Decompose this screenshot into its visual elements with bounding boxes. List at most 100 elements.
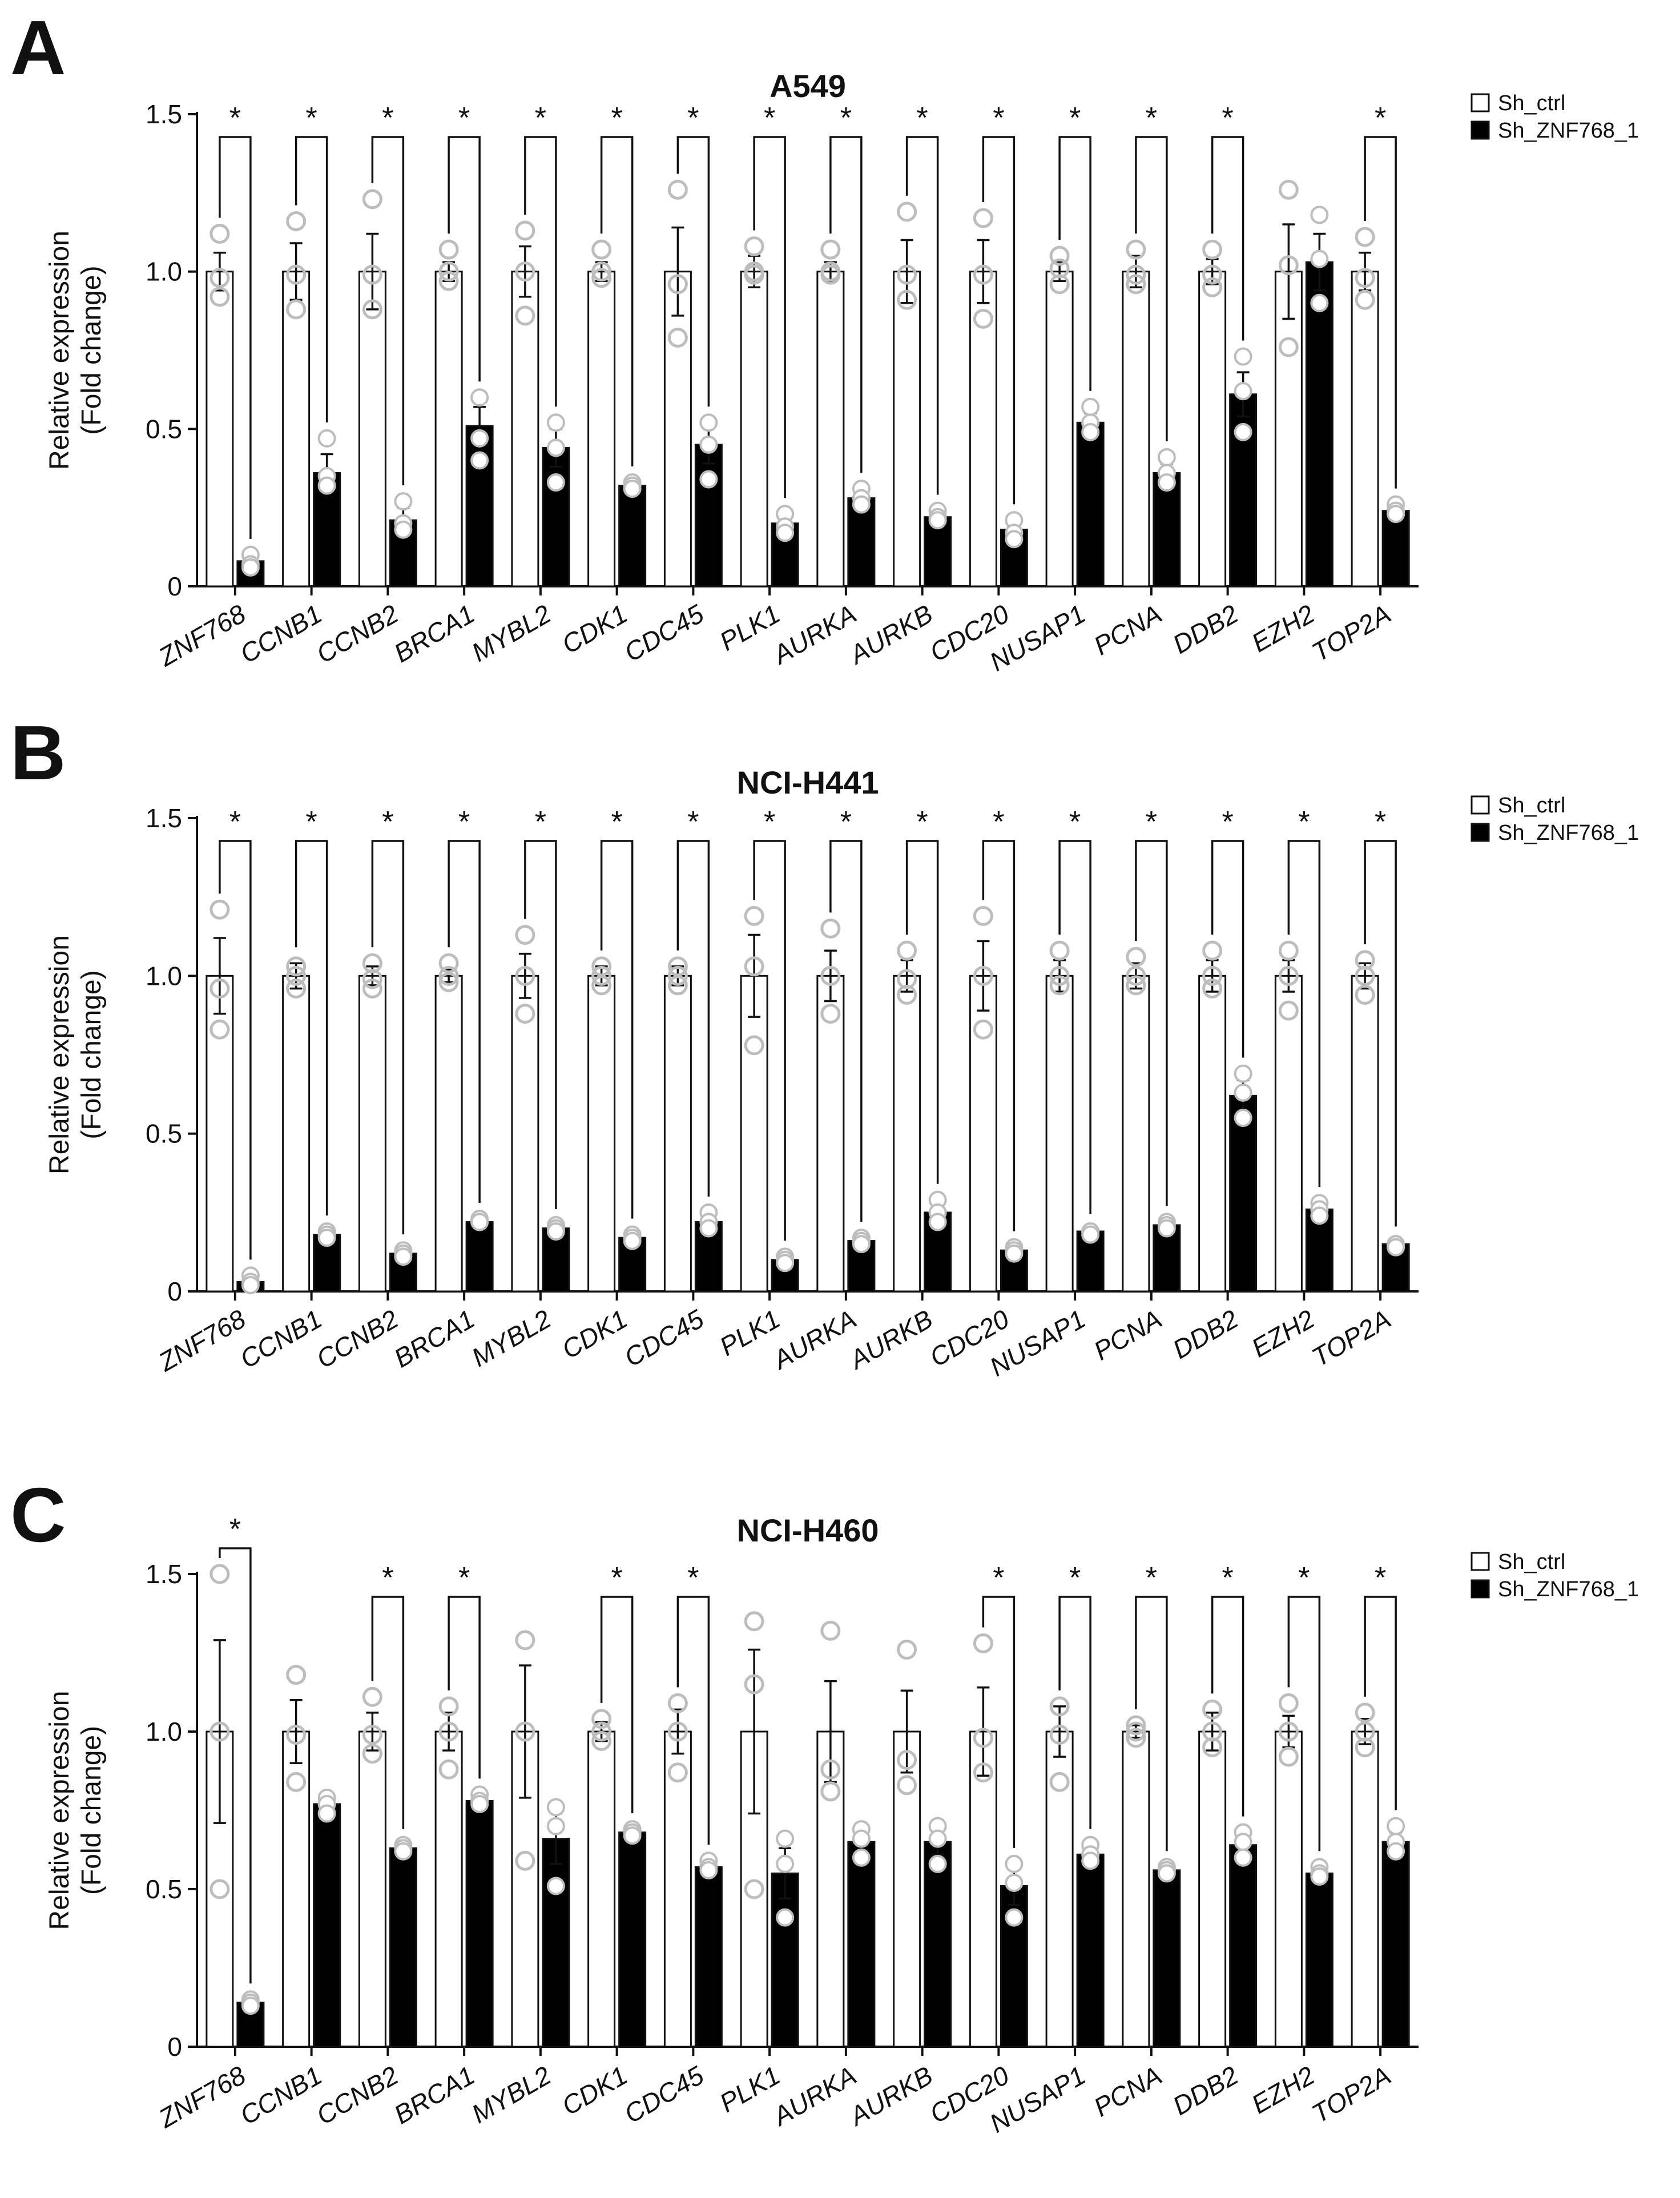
data-point-sh-ctrl [515,1630,535,1650]
significance-bracket [676,840,710,1197]
data-point-sh-ctrl [1278,179,1299,200]
significance-star: * [917,102,928,135]
legend-swatch-sh-znf768 [1470,120,1490,140]
data-point-sh-ctrl [515,1004,535,1024]
data-point-sh-ctrl [820,1004,841,1024]
data-point-sh-znf768 [241,1275,260,1294]
x-tick-label-gene: TOP2A [1307,1304,1396,1372]
data-point-sh-znf768 [470,1794,489,1813]
data-point-sh-ctrl [667,1721,688,1742]
y-axis-label: Relative expression(Fold change) [45,231,107,470]
data-point-sh-ctrl [438,239,459,260]
data-point-sh-ctrl [1278,1693,1299,1713]
data-point-sh-ctrl [515,924,535,945]
significance-bracket [829,840,863,1222]
data-point-sh-ctrl [515,220,535,241]
bar-sh-znf768 [1229,393,1258,587]
data-point-sh-ctrl [591,1709,612,1729]
data-point-sh-znf768 [1005,1908,1024,1927]
data-point-sh-ctrl [973,208,993,228]
x-tick-label-gene: CDC45 [619,1303,709,1372]
data-point-sh-ctrl [1202,277,1223,297]
data-point-sh-ctrl [973,1728,993,1748]
data-point-sh-ctrl [1049,940,1070,961]
data-point-sh-ctrl [438,271,459,291]
significance-bracket [905,840,939,1184]
y-tick-label: 1.5 [146,99,182,129]
significance-star: * [306,806,317,839]
data-point-sh-ctrl [591,239,612,260]
data-point-sh-ctrl [1202,940,1223,961]
data-point-sh-ctrl [1355,268,1375,288]
panel-title: A549 [770,68,846,104]
significance-bracket [219,840,252,1260]
data-point-sh-ctrl [286,1725,307,1745]
y-tick-label: 1.5 [146,803,182,833]
panel-title: NCI-H460 [737,1512,879,1548]
significance-bracket [371,1596,405,1829]
data-point-sh-ctrl [667,1693,688,1713]
significance-bracket [1287,1596,1321,1851]
panel-label: B [10,710,66,796]
legend-label-sh-ctrl: Sh_ctrl [1498,794,1565,818]
bar-sh-ctrl [1274,271,1303,587]
data-point-sh-ctrl [286,1772,307,1792]
y-tick-label: 0.5 [146,414,182,444]
data-point-sh-ctrl [362,1686,382,1707]
data-point-sh-znf768 [317,1804,336,1823]
data-point-sh-ctrl [820,918,841,939]
x-tick-label-gene: CCNB1 [235,1304,327,1374]
y-axis-label-line: Relative expression [45,935,75,1174]
significance-bracket [1058,840,1091,1214]
data-point-sh-ctrl [1202,965,1223,986]
significance-star: * [382,806,393,839]
data-point-sh-ctrl [362,189,382,210]
data-point-sh-ctrl [362,1744,382,1764]
data-point-sh-ctrl [667,1762,688,1783]
data-point-sh-znf768 [928,1829,947,1848]
significance-star: * [1375,102,1386,135]
x-tick-label-gene: EZH2 [1247,599,1320,658]
bar-sh-ctrl [1198,975,1227,1293]
data-point-sh-ctrl [1126,1715,1146,1736]
data-point-sh-znf768 [852,495,871,514]
significance-bracket [600,1596,634,1814]
data-point-sh-znf768 [394,1842,413,1861]
data-point-sh-znf768 [241,1996,260,2015]
bar-sh-znf768 [1153,1869,1181,2048]
data-point-sh-ctrl [438,1721,459,1742]
bar-sh-znf768 [618,485,647,587]
legend-label-sh-ctrl: Sh_ctrl [1498,91,1565,115]
data-point-sh-znf768 [394,520,413,539]
panel-label: A [10,5,66,91]
data-point-sh-ctrl [591,268,612,288]
bar-sh-znf768 [924,516,952,587]
data-point-sh-znf768 [1387,1842,1405,1861]
data-point-sh-znf768 [1310,206,1329,224]
significance-star: * [1069,1561,1081,1595]
bar-sh-znf768 [542,1838,570,2048]
significance-bracket [1058,136,1091,391]
data-point-sh-ctrl [897,940,917,961]
significance-star: * [229,102,241,135]
data-point-sh-ctrl [1126,264,1146,285]
data-point-sh-ctrl [438,972,459,992]
data-point-sh-znf768 [317,1229,336,1247]
bar-sh-znf768 [847,1841,876,2048]
data-point-sh-ctrl [286,965,307,986]
data-point-sh-ctrl [210,1019,230,1040]
data-point-sh-ctrl [897,1750,917,1770]
bar-sh-znf768 [1229,1844,1258,2048]
data-point-sh-ctrl [1355,227,1375,247]
x-tick-label-gene: CDC45 [619,2060,709,2129]
data-point-sh-ctrl [973,1633,993,1653]
data-point-sh-znf768 [394,1247,413,1266]
bar-sh-ctrl [1274,975,1303,1293]
data-point-sh-znf768 [623,1826,642,1845]
significance-star: * [611,1561,623,1595]
significance-star: * [535,806,546,839]
bar-sh-znf768 [1305,261,1333,587]
data-point-sh-znf768 [470,451,489,470]
data-point-sh-ctrl [744,236,764,257]
significance-star: * [458,102,470,135]
